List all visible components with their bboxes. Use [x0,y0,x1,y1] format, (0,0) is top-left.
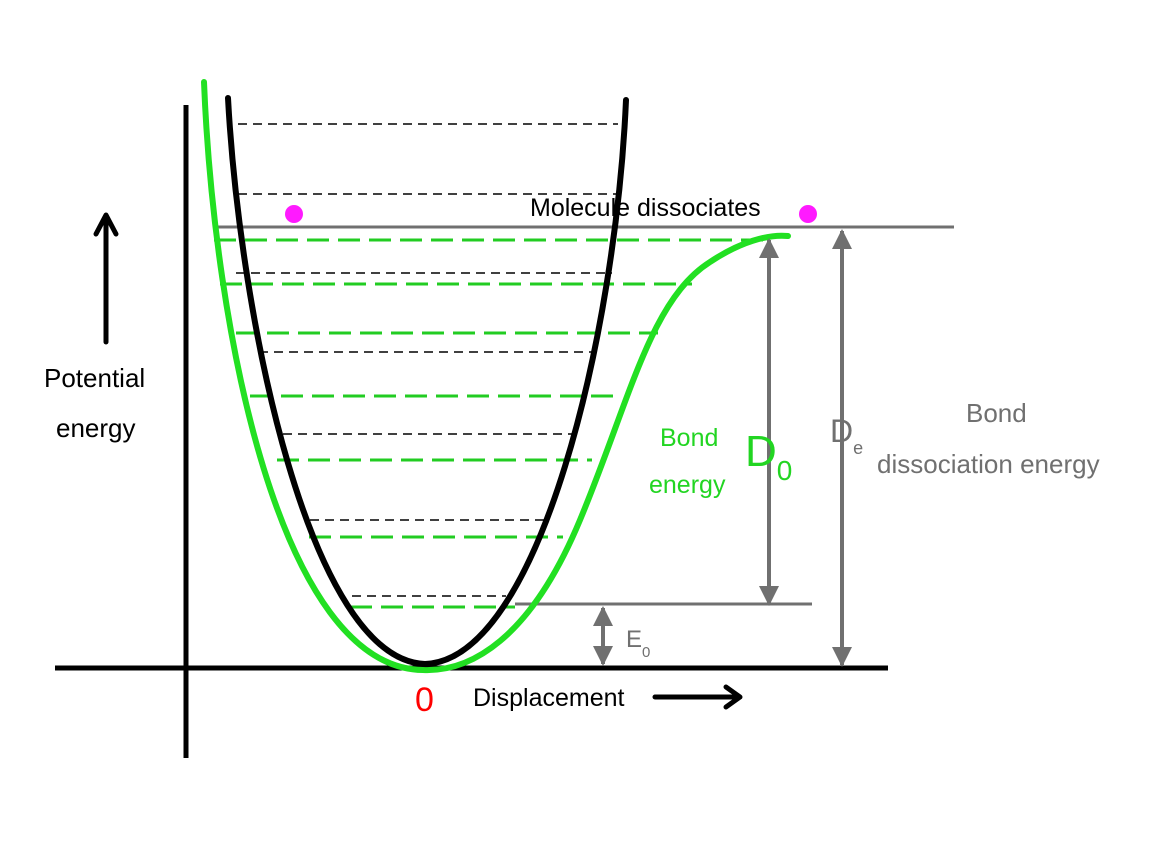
bond-energy-label-line2: energy [649,471,726,499]
dissociation-label: Molecule dissociates [530,194,761,222]
y-axis-label-line1: Potential [44,363,145,393]
e0-label: E0 [626,626,650,661]
de-label: De [830,413,863,458]
dissociation-dot [285,205,303,223]
harmonic-curve [225,95,629,668]
d0-label: D0 [745,427,792,486]
morse-curve [201,79,791,674]
harmonic-levels [236,123,618,597]
up-arrow-icon [93,212,119,345]
x-axis-label: Displacement [473,684,625,712]
origin-label: 0 [415,681,434,719]
bde-label-line2: dissociation energy [877,449,1100,479]
dissociation-dot [799,205,817,223]
y-axis-label-line2: energy [56,413,136,443]
right-arrow-icon [652,684,743,710]
bond-energy-label-line1: Bond [660,424,718,452]
bde-label-line1: Bond [966,398,1027,428]
morse-levels [214,238,770,609]
